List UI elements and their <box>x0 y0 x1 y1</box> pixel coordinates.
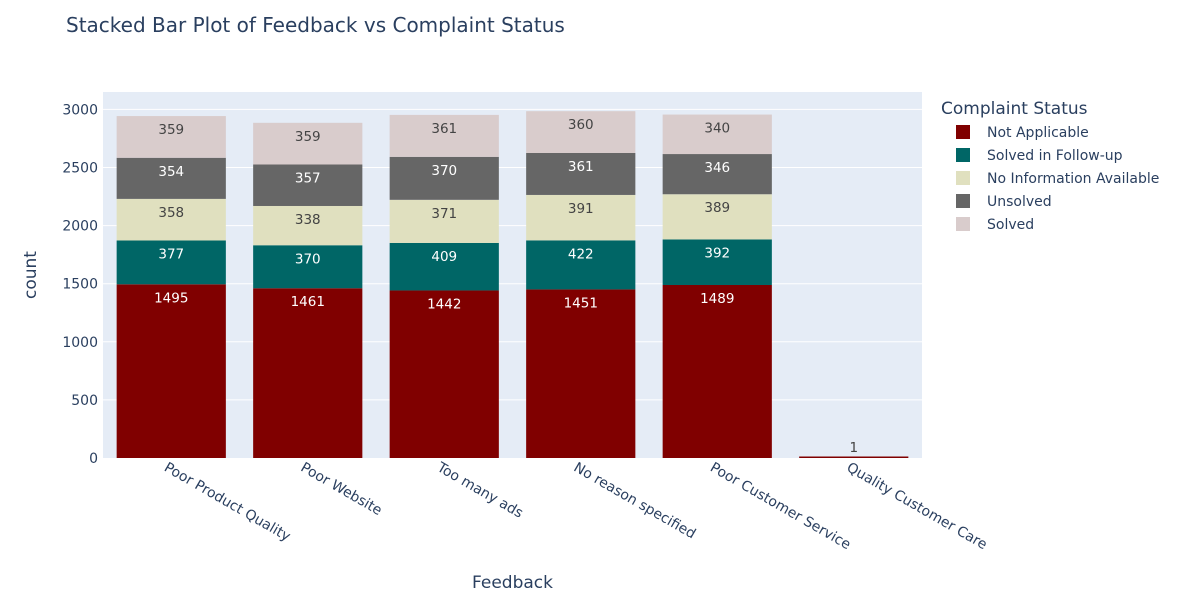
x-tick-label: Poor Website <box>298 460 385 519</box>
bar-value-label: 1451 <box>564 295 598 311</box>
y-tick-label: 2000 <box>62 219 98 235</box>
legend-label: No Information Available <box>987 171 1159 187</box>
bar-segment <box>116 284 226 458</box>
bar-segment <box>389 199 499 243</box>
bar-segment <box>389 290 499 458</box>
bar-value-label: 371 <box>431 206 457 222</box>
bar-value-label: 1442 <box>427 296 461 312</box>
bar-segment <box>253 164 363 206</box>
bar-value-label: 1 <box>849 440 858 456</box>
bar-segment <box>253 205 363 246</box>
bar-segment <box>662 239 772 285</box>
x-tick-label: Poor Customer Service <box>707 460 853 554</box>
bar-value-label: 1489 <box>700 291 734 307</box>
bar-value-label: 360 <box>568 117 594 133</box>
y-axis-ticks: 0 500 1000 1500 2000 2500 3000 <box>62 102 98 467</box>
bar-segment <box>389 242 499 291</box>
y-tick-label: 3000 <box>62 102 98 118</box>
bar-segment <box>116 240 226 285</box>
bars: 1495 377 358 354 359 1461 370 338 357 359 1442 409 3… <box>116 111 909 458</box>
y-tick-label: 1500 <box>62 277 98 293</box>
x-tick-label: Poor Product Quality <box>161 460 293 545</box>
y-tick-label: 0 <box>89 451 98 467</box>
bar-segment <box>253 288 363 458</box>
legend-label: Solved in Follow-up <box>987 148 1123 164</box>
bar-segment <box>662 194 772 240</box>
legend-swatch <box>956 171 970 185</box>
bar-segment <box>662 114 772 155</box>
y-axis-title: count <box>21 251 41 299</box>
bar-value-label: 358 <box>158 205 184 221</box>
legend-label: Unsolved <box>987 194 1052 210</box>
legend-swatch <box>956 194 970 208</box>
legend-item[interactable]: Solved in Follow-up <box>956 148 1123 164</box>
legend-item[interactable]: Unsolved <box>956 194 1052 210</box>
x-tick-label: No reason specified <box>571 460 699 543</box>
bar-value-label: 354 <box>158 164 184 180</box>
legend-label: Solved <box>987 217 1034 233</box>
plot-area <box>103 92 922 458</box>
legend-item[interactable]: Not Applicable <box>956 125 1089 141</box>
legend-item[interactable]: Solved <box>956 217 1034 233</box>
bar-segment <box>116 116 226 158</box>
bar-segment <box>116 198 226 241</box>
bar-value-label: 346 <box>704 160 730 176</box>
y-tick-label: 500 <box>71 393 98 409</box>
bar-value-label: 1495 <box>154 290 188 306</box>
legend-title: Complaint Status <box>941 99 1088 119</box>
chart-title: Stacked Bar Plot of Feedback vs Complain… <box>66 13 565 37</box>
x-tick-label: Too many ads <box>433 459 525 522</box>
legend-label: Not Applicable <box>987 125 1089 141</box>
x-tick-label: Quality Customer Care <box>844 460 990 554</box>
bar-segment <box>526 194 636 241</box>
bar-segment <box>526 240 636 290</box>
bar-value-label: 389 <box>704 200 730 216</box>
bar-value-label: 338 <box>295 212 321 228</box>
gridlines <box>103 108 922 401</box>
bar-value-label: 361 <box>568 159 594 175</box>
bar-value-label: 1461 <box>291 294 325 310</box>
bar-segment <box>389 156 499 200</box>
bar-segment <box>389 114 499 157</box>
bar-segment <box>526 111 636 153</box>
bar-value-label: 377 <box>158 246 184 262</box>
bar-value-label: 361 <box>431 121 457 137</box>
bar-segment <box>526 289 636 458</box>
legend-swatch <box>956 125 970 139</box>
bar-segment <box>662 284 772 458</box>
legend-swatch <box>956 217 970 231</box>
bar-value-label: 359 <box>158 122 184 138</box>
y-tick-label: 2500 <box>62 161 98 177</box>
bar-segment <box>253 122 363 165</box>
legend-item[interactable]: No Information Available <box>956 171 1159 187</box>
legend: Complaint Status Not Applicable Solved in… <box>941 99 1159 233</box>
bar-segment <box>526 153 636 195</box>
bar-segment <box>662 154 772 195</box>
bar-value-label: 391 <box>568 201 594 217</box>
bar-value-label: 392 <box>704 245 730 261</box>
bar-value-label: 409 <box>431 249 457 265</box>
x-axis-title: Feedback <box>472 573 553 593</box>
x-axis-ticks: Poor Product Quality Poor Website Too many… <box>161 459 990 553</box>
bar-value-label: 359 <box>295 129 321 145</box>
legend-swatch <box>956 148 970 162</box>
bar-segment <box>116 157 226 199</box>
bar-value-label: 370 <box>295 251 321 267</box>
bar-value-label: 422 <box>568 246 594 262</box>
bar-value-label: 357 <box>295 171 321 187</box>
bar-segment <box>253 245 363 289</box>
bar-value-label: 370 <box>431 163 457 179</box>
bar-value-label: 340 <box>704 121 730 137</box>
bar-segment <box>799 456 909 458</box>
y-tick-label: 1000 <box>62 335 98 351</box>
